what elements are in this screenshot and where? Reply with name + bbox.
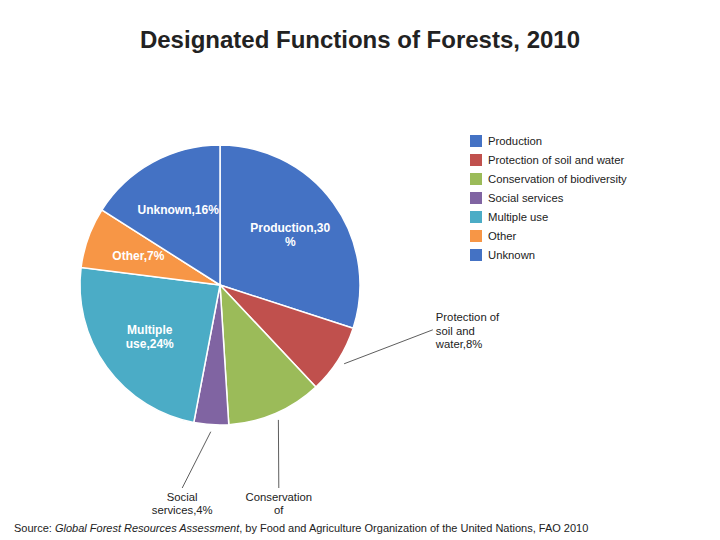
data-label: Unknown,16% <box>138 203 220 217</box>
pie-slice <box>220 285 316 425</box>
source: Source: Global Forest Resources Assessme… <box>14 522 588 534</box>
data-label: Production,30% <box>250 221 330 249</box>
legend: Production Protection of soil and water Co… <box>470 135 627 261</box>
legend-swatch <box>470 249 482 261</box>
data-label: Protection ofsoil andwater,8% <box>435 311 500 350</box>
pie <box>80 145 360 425</box>
legend-swatch <box>470 192 482 204</box>
legend-label: Conservation of biodiversity <box>488 173 627 185</box>
legend-label: Social services <box>488 192 564 204</box>
leader-line <box>278 420 279 488</box>
legend-label: Other <box>488 230 516 242</box>
pie-slice <box>80 267 220 422</box>
data-label: Other,7% <box>112 249 164 263</box>
leader-line <box>344 330 433 364</box>
legend-label: Unknown <box>488 249 535 261</box>
chart: Designated Functions of Forests, 2010 Pro… <box>0 0 720 540</box>
legend-swatch <box>470 154 482 166</box>
source-part: , by Food and Agriculture Organization o… <box>239 522 588 534</box>
legend-swatch <box>470 135 482 147</box>
legend-label: Production <box>488 135 542 147</box>
pie-slice <box>102 145 220 285</box>
legend-swatch <box>470 211 482 223</box>
source-part: Source: <box>14 522 55 534</box>
title: Designated Functions of Forests, 2010 <box>140 26 580 53</box>
data-label: Multipleuse,24% <box>126 323 174 351</box>
source-part: Global Forest Resources Assessment <box>55 522 240 534</box>
data-label: Socialservices,4% <box>152 491 213 517</box>
legend-swatch <box>470 230 482 242</box>
legend-label: Multiple use <box>488 211 548 223</box>
legend-swatch <box>470 173 482 185</box>
leader-line <box>182 432 211 488</box>
data-label: Conservationof <box>246 491 313 517</box>
legend-label: Protection of soil and water <box>488 154 625 166</box>
